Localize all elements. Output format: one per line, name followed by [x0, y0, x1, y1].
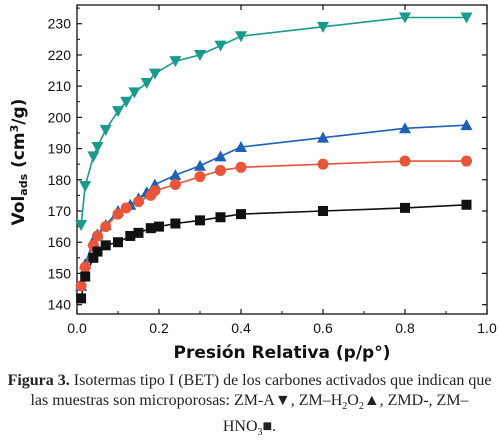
data-point-zm-hno3 [236, 209, 246, 220]
x-tick-label: 0.6 [313, 320, 333, 336]
data-point-zmd [79, 261, 91, 273]
data-point-zm-h2o2 [460, 119, 473, 131]
caption-text: Isotermas tipo I (BET) de los carbones a… [30, 372, 492, 409]
data-point-zm-a [169, 56, 182, 68]
y-tick-label: 210 [48, 78, 72, 94]
plot-area [76, 4, 488, 315]
caption-sub-3: 3 [257, 427, 263, 439]
y-title-sup: 3 [8, 125, 21, 133]
data-point-zm-h2o2 [214, 150, 227, 162]
data-point-zmd [235, 161, 247, 173]
data-point-zmd [399, 155, 411, 167]
series-line-zmd [80, 160, 467, 287]
bet-isotherm-chart: 0.0 0.2 0.4 0.6 0.8 1.0 140 150 160 170 180 190 200 2… [8, 4, 497, 363]
data-point-zm-hno3 [113, 237, 123, 248]
series-line-zm-hno3 [80, 204, 467, 299]
data-point-zm-a [399, 12, 411, 24]
data-point-zm-hno3 [154, 221, 164, 232]
data-point-zmd [112, 208, 124, 220]
data-point-zm-h2o2 [194, 159, 206, 171]
data-point-zm-a [120, 96, 133, 108]
y-tick-label: 160 [48, 234, 72, 250]
data-point-zm-a [460, 12, 473, 24]
data-point-zm-hno3 [195, 215, 205, 226]
data-point-zm-hno3 [88, 252, 99, 263]
data-point-zm-a [148, 68, 161, 80]
data-point-zm-hno3 [92, 246, 103, 257]
data-point-zm-hno3 [145, 223, 156, 234]
data-point-zmd [194, 171, 206, 183]
data-point-zmd [149, 185, 161, 197]
data-point-zm-a [235, 31, 247, 43]
caption-label: Figura 3. [7, 372, 70, 389]
data-point-zmd [75, 280, 87, 292]
x-tick-label: 0.8 [395, 320, 415, 336]
x-tick-label: 0.4 [231, 320, 251, 336]
data-point-zm-a [128, 87, 141, 99]
data-point-zmd [215, 164, 226, 176]
caption-text-4: , ZMD-, ZM–HNO [222, 392, 469, 436]
y-tick-label: 190 [48, 141, 72, 157]
caption-text-2: , ZM–H [290, 392, 343, 409]
data-point-zm-a [317, 21, 329, 33]
data-point-zm-hno3 [400, 202, 410, 213]
y-tick-label: 180 [48, 172, 72, 188]
data-point-zm-hno3 [215, 212, 226, 223]
data-point-zm-a [91, 142, 104, 154]
data-point-zmd [100, 221, 112, 233]
data-point-zm-hno3 [100, 240, 111, 251]
data-point-zm-a [75, 220, 88, 232]
series-markers [75, 12, 473, 304]
data-point-zm-hno3 [318, 206, 328, 216]
data-point-zm-a [214, 40, 227, 52]
caption-text-3: O [347, 392, 359, 409]
data-point-zm-hno3 [170, 218, 181, 229]
triangle-down-icon: ▼ [274, 392, 291, 409]
data-point-zm-h2o2 [235, 141, 247, 153]
data-point-zm-hno3 [133, 227, 144, 238]
data-point-zm-a [140, 78, 153, 90]
x-axis-title: Presión Relativa (p/p°) [174, 343, 391, 363]
data-point-zm-a [79, 181, 92, 193]
y-tick-label: 200 [48, 109, 72, 125]
data-point-zmd [169, 178, 181, 190]
data-point-zm-h2o2 [317, 131, 329, 143]
data-point-zm-a [112, 106, 124, 118]
data-point-zmd [461, 155, 472, 167]
y-title-main: Vol [9, 196, 29, 226]
figure-caption: Figura 3. Isotermas tipo I (BET) de los … [6, 371, 493, 443]
x-tick-label: 0.2 [149, 320, 169, 336]
y-axis-title: Volads (cm3/g) [8, 99, 30, 226]
data-point-zm-hno3 [76, 293, 87, 304]
y-tick-label: 150 [48, 265, 72, 281]
y-title-unit: (cm [9, 132, 29, 173]
caption-sub-h2: 2 [342, 401, 348, 413]
data-point-zmd [92, 230, 103, 242]
data-point-zmd [317, 158, 329, 170]
x-tick-label: 0.0 [67, 320, 87, 336]
data-point-zm-a [87, 151, 100, 163]
caption-sub-o2: 2 [358, 401, 364, 413]
data-point-zmd [133, 196, 144, 208]
data-point-zm-hno3 [125, 230, 136, 241]
y-tick-label: 220 [48, 47, 72, 63]
triangle-up-icon: ▲ [363, 392, 380, 409]
square-icon: ■ [262, 418, 273, 436]
caption-text-5: . [272, 418, 277, 436]
x-tick-label: 1.0 [477, 320, 497, 336]
data-point-zm-h2o2 [399, 122, 411, 134]
y-tick-label: 170 [48, 203, 72, 219]
data-point-zm-hno3 [80, 271, 91, 282]
y-title-end: /g) [9, 99, 29, 125]
data-point-zm-hno3 [461, 199, 472, 210]
y-tick-label: 140 [48, 297, 72, 313]
data-point-zm-a [99, 124, 112, 136]
data-point-zmd [120, 202, 132, 214]
y-title-sub: ads [17, 173, 30, 195]
data-point-zm-h2o2 [169, 169, 182, 181]
axis-ticks: 0.0 0.2 0.4 0.6 0.8 1.0 140 150 160 170 180 190 200 2… [48, 5, 497, 336]
data-point-zm-a [194, 49, 206, 61]
y-tick-label: 230 [48, 16, 72, 32]
